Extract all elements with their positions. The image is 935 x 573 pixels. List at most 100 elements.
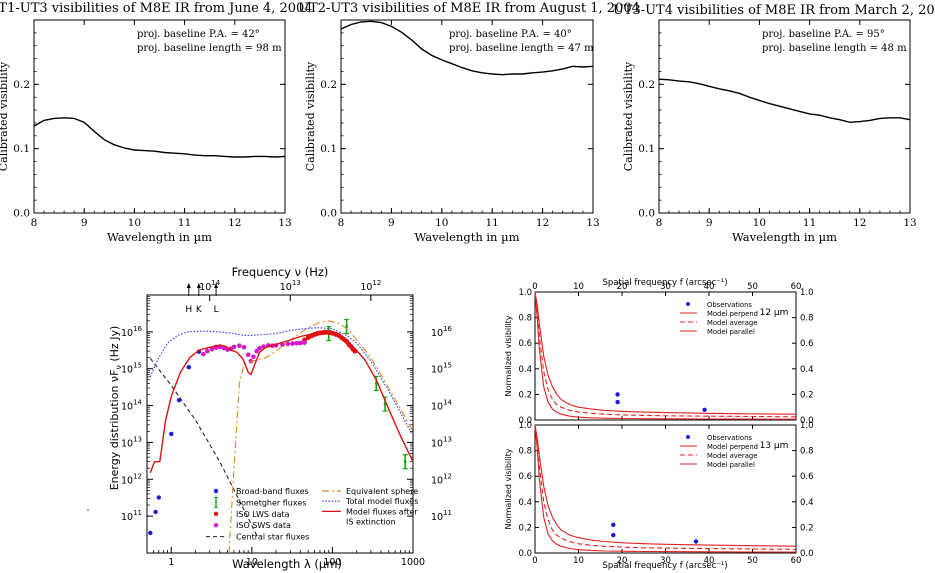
y-axis-label: Calibrated visibility xyxy=(0,61,10,171)
x-axis-label: Wavelength in µm xyxy=(732,230,837,244)
errorbar-point xyxy=(345,325,349,328)
tick-base: 10 xyxy=(121,365,133,376)
y-tick-label-right: 1011 xyxy=(431,509,452,523)
sed-point xyxy=(251,354,256,360)
model-line-0 xyxy=(534,291,797,415)
y-tick-label: 1.0 xyxy=(518,288,532,298)
legend-marker xyxy=(213,523,219,528)
tick-base: 10 xyxy=(280,282,292,293)
model-line-2 xyxy=(534,424,797,553)
x-tick-label: 8 xyxy=(656,217,663,229)
y-tick-label-right: 0.6 xyxy=(800,472,814,482)
chart-title: UT1-UT3 visibilities of M8E IR from June… xyxy=(0,1,313,16)
band-marker-arrow xyxy=(196,283,201,288)
y-tick-label: 0.2 xyxy=(518,523,532,533)
errorbar-point xyxy=(403,460,407,464)
x-tick-label: 10 xyxy=(246,557,258,568)
visibility-chart-ut3-ut4: UT3-UT4 visibilities of M8E IR from Marc… xyxy=(613,3,935,244)
visibility-model-chart-13um: Spatial frequency f (arcsec⁻¹) 0 10 20 30 40… xyxy=(504,421,814,571)
y-tick-label: 0.8 xyxy=(518,447,532,457)
observation-point xyxy=(615,399,620,405)
tick-exponent: 16 xyxy=(443,325,452,333)
tick-base: 10 xyxy=(199,282,211,293)
visibility-line xyxy=(340,20,594,76)
legend-label: Model parallel xyxy=(707,461,755,469)
sed-point xyxy=(257,345,262,351)
legend-marker xyxy=(213,488,219,494)
observation-point xyxy=(615,392,620,397)
band-marker-arrow xyxy=(186,283,191,288)
legend-label: IS extinction xyxy=(346,518,396,527)
x-axis-label: Spatial frequency f (arcsec⁻¹) xyxy=(602,561,727,571)
tick-exponent: 11 xyxy=(443,509,452,517)
x-axis-label: Wavelength in µm xyxy=(107,230,212,244)
plot-frame xyxy=(340,19,594,214)
y-tick-label: 0.0 xyxy=(518,416,532,426)
y-axis-label: Calibrated visibility xyxy=(622,61,635,171)
tick-exponent: 12 xyxy=(133,472,142,480)
y-tick-label-right: 0.4 xyxy=(800,498,814,508)
y-axis-label-main: Energy distribution νF xyxy=(108,370,121,491)
sed-point xyxy=(302,340,307,345)
y-tick-label: 1012 xyxy=(121,472,142,486)
y-tick-label: 0.1 xyxy=(13,143,30,155)
x-tick-label: 10 xyxy=(435,217,448,229)
x-tick-label: 100 xyxy=(323,557,341,568)
tick-exponent: 14 xyxy=(133,399,142,407)
sed-point xyxy=(169,431,174,437)
plot-frame xyxy=(146,294,414,554)
y-tick-label-right: 0.0 xyxy=(800,416,814,426)
legend-label: Broad-band fluxes xyxy=(236,487,309,496)
x-tick-label: 10 xyxy=(753,217,766,229)
legend-label: Equivalent sphere xyxy=(346,487,418,496)
x-tick-label: 10 xyxy=(573,556,584,566)
y-tick-label: 0.6 xyxy=(518,339,532,349)
y-tick-label-right: 1016 xyxy=(431,325,453,339)
sed-point xyxy=(156,495,161,500)
tick-base: 10 xyxy=(431,512,443,523)
tick-exponent: 16 xyxy=(133,325,142,333)
x-tick-label: 12 xyxy=(853,217,866,229)
y-tick-label: 0.4 xyxy=(518,365,532,375)
x-tick-label: 11 xyxy=(486,217,499,229)
x-tick-label: 9 xyxy=(706,217,713,229)
sed-point xyxy=(254,348,259,354)
top-tick-label: 20 xyxy=(617,282,628,292)
y-tick-label: 0.2 xyxy=(13,79,30,91)
legend-label: Model fluxes after xyxy=(346,507,418,516)
y-tick-label: 0.0 xyxy=(638,208,655,220)
y-tick-label: 0.6 xyxy=(518,472,532,482)
y-tick-label: 1016 xyxy=(121,325,143,339)
top-tick-label: 10 xyxy=(573,282,584,292)
band-marker-arrow xyxy=(214,283,219,288)
sed-point xyxy=(148,530,153,536)
sed-point xyxy=(153,509,158,515)
tick-base: 10 xyxy=(121,475,133,486)
x-tick-label: 13 xyxy=(903,217,916,229)
model-line-2 xyxy=(534,291,797,420)
visibility-chart-ut1-ut3: UT1-UT3 visibilities of M8E IR from June… xyxy=(0,1,313,244)
tick-exponent: 15 xyxy=(133,362,142,370)
sed-point xyxy=(245,352,251,358)
y-tick-label: 0.2 xyxy=(638,79,655,91)
y-tick-label: 0.8 xyxy=(518,314,532,324)
y-tick-label-right: 1012 xyxy=(431,472,452,486)
sed-point xyxy=(280,342,285,347)
x-tick-label: 9 xyxy=(81,217,88,229)
wavelength-label: 12 µm xyxy=(760,308,789,318)
y-axis-label: Calibrated visibility xyxy=(304,61,317,171)
tick-base: 10 xyxy=(431,475,443,486)
y-tick-label: 0.1 xyxy=(320,143,337,155)
legend-marker xyxy=(686,302,690,306)
top-tick-label: 40 xyxy=(704,282,715,292)
wavelength-label: 13 µm xyxy=(760,441,789,451)
tick-base: 10 xyxy=(121,328,133,339)
legend-label: Sometgher fluxes xyxy=(236,498,306,507)
tick-base: 10 xyxy=(121,438,133,449)
tick-exponent: 13 xyxy=(443,435,452,443)
tick-exponent: 15 xyxy=(443,362,452,370)
y-tick-label: 0.0 xyxy=(518,549,532,559)
sed-line-4 xyxy=(149,358,259,539)
top-axis-label: Spatial frequency f (arcsec⁻¹) xyxy=(602,278,727,288)
